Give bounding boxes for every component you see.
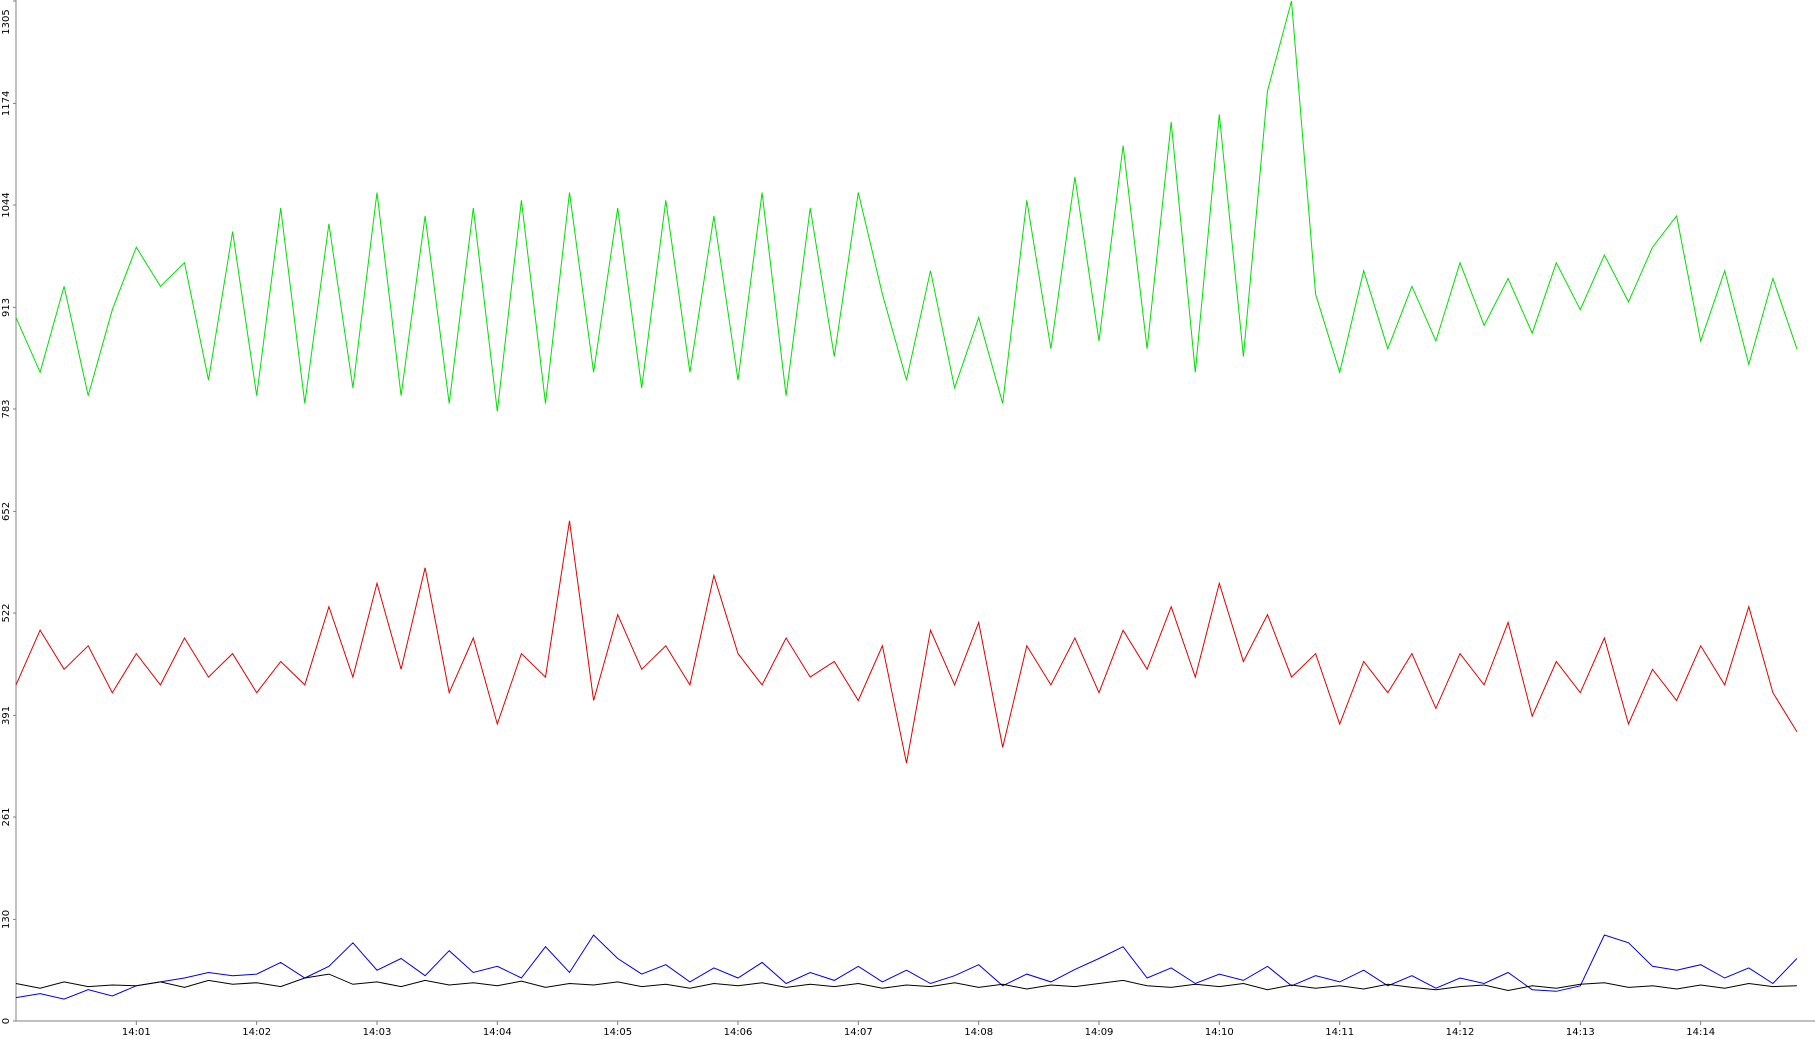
x-tick-label: 14:01 xyxy=(122,1027,151,1038)
x-tick-label: 14:09 xyxy=(1085,1027,1114,1038)
series-line xyxy=(15,0,1798,412)
x-tick-label: 14:04 xyxy=(483,1027,512,1038)
x-tick-label: 14:06 xyxy=(724,1027,753,1038)
x-tick-label: 14:12 xyxy=(1446,1027,1475,1038)
y-tick-label: 130 xyxy=(1,910,12,929)
series-line xyxy=(15,973,1797,992)
x-tick-label: 14:13 xyxy=(1566,1027,1595,1038)
y-tick-label: 1305 xyxy=(1,9,12,34)
x-tick-label: 14:02 xyxy=(242,1027,271,1038)
y-tick-label: 261 xyxy=(1,807,12,826)
series-line xyxy=(15,934,1798,1000)
y-tick-label: 1174 xyxy=(1,91,12,116)
x-tick-label: 14:10 xyxy=(1205,1027,1234,1038)
series-line xyxy=(15,520,1798,764)
x-tick-label: 14:05 xyxy=(603,1027,632,1038)
y-tick-label: 913 xyxy=(1,298,12,317)
x-tick-label: 14:08 xyxy=(964,1027,993,1038)
x-tick-label: 14:11 xyxy=(1325,1027,1354,1038)
x-tick-label: 14:07 xyxy=(844,1027,873,1038)
y-tick-label: 783 xyxy=(1,399,12,418)
y-tick-label: 391 xyxy=(1,706,12,725)
y-tick-label: 1044 xyxy=(1,192,12,217)
y-tick-label: 522 xyxy=(1,603,12,622)
y-tick-label: 0 xyxy=(1,1018,12,1024)
y-tick-label: 652 xyxy=(1,502,12,521)
x-tick-label: 14:14 xyxy=(1686,1027,1715,1038)
x-tick-label: 14:03 xyxy=(363,1027,392,1038)
